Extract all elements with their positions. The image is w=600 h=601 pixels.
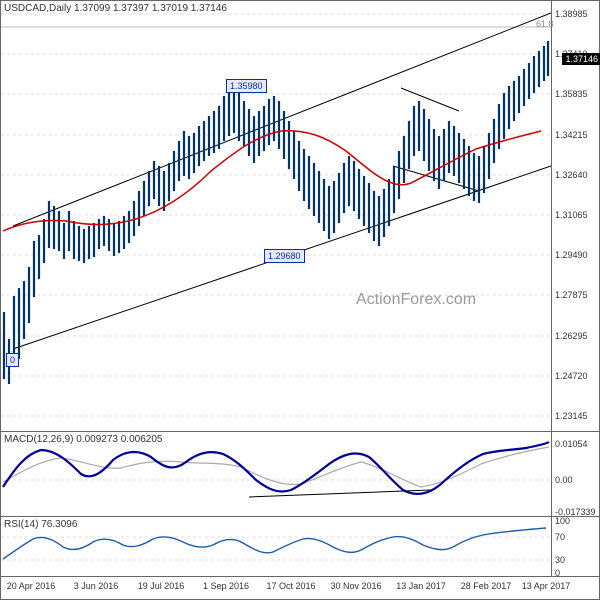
y-tick: 1.27875 xyxy=(555,290,588,300)
macd-title: MACD(12,26,9) 0.009273 0.006205 xyxy=(4,434,162,445)
x-tick: 3 Jun 2016 xyxy=(74,581,119,591)
fib-label: 61.8 xyxy=(536,19,554,29)
rsi-plot-area[interactable] xyxy=(1,517,551,576)
y-tick: 1.34215 xyxy=(555,130,588,140)
y-tick: 0.01054 xyxy=(555,439,588,449)
y-tick: 1.26295 xyxy=(555,331,588,341)
y-tick: 1.29490 xyxy=(555,250,588,260)
y-tick: 30 xyxy=(555,555,565,565)
price-panel: USDCAD,Daily 1.37099 1.37397 1.37019 1.3… xyxy=(1,1,600,431)
price-plot-area[interactable]: ActionForex.com 1.35980 1.29680 0 61.8 xyxy=(1,1,551,431)
x-tick: 20 Apr 2016 xyxy=(7,581,56,591)
rsi-title: RSI(14) 76.3096 xyxy=(4,519,77,530)
watermark: ActionForex.com xyxy=(356,291,476,309)
x-tick: 28 Feb 2017 xyxy=(461,581,512,591)
macd-panel: MACD(12,26,9) 0.009273 0.006205 0.01054 0… xyxy=(1,431,600,516)
y-tick: 1.35835 xyxy=(555,89,588,99)
x-tick: 13 Apr 2017 xyxy=(522,581,571,591)
x-tick: 13 Jan 2017 xyxy=(396,581,446,591)
price-annotation: 1.29680 xyxy=(264,249,305,263)
price-annotation: 1.35980 xyxy=(226,79,267,93)
macd-y-axis: 0.010540.00-0.017339 xyxy=(551,432,600,516)
symbol-label: USDCAD,Daily xyxy=(4,3,71,14)
x-tick: 1 Sep 2016 xyxy=(203,581,249,591)
rsi-y-axis: 10070300 xyxy=(551,517,600,576)
y-tick: 100 xyxy=(555,516,570,526)
x-tick: 30 Nov 2016 xyxy=(330,581,381,591)
rsi-panel: RSI(14) 76.3096 10070300 xyxy=(1,516,600,576)
y-tick: 70 xyxy=(555,532,565,542)
y-tick: 1.24720 xyxy=(555,371,588,381)
x-tick: 19 Jul 2016 xyxy=(138,581,185,591)
rsi-svg xyxy=(1,517,551,577)
y-tick: 1.23145 xyxy=(555,411,588,421)
ohlc-label: 1.37099 1.37397 1.37019 1.37146 xyxy=(74,3,227,14)
current-price-badge: 1.37146 xyxy=(562,53,600,65)
price-svg xyxy=(1,1,551,431)
time-x-axis: 20 Apr 2016 3 Jun 2016 19 Jul 2016 1 Sep 20… xyxy=(1,576,600,601)
y-tick: 0.00 xyxy=(555,475,573,485)
chart-title: USDCAD,Daily 1.37099 1.37397 1.37019 1.3… xyxy=(4,3,227,14)
price-annotation: 0 xyxy=(6,353,19,367)
x-tick: 17 Oct 2016 xyxy=(266,581,315,591)
y-tick: 1.32640 xyxy=(555,170,588,180)
y-tick: 1.31065 xyxy=(555,210,588,220)
price-y-axis: 1.37146 1.389851.374101.358351.342151.32… xyxy=(551,1,600,431)
forex-chart: USDCAD,Daily 1.37099 1.37397 1.37019 1.3… xyxy=(0,0,600,600)
y-tick: 1.38985 xyxy=(555,9,588,19)
